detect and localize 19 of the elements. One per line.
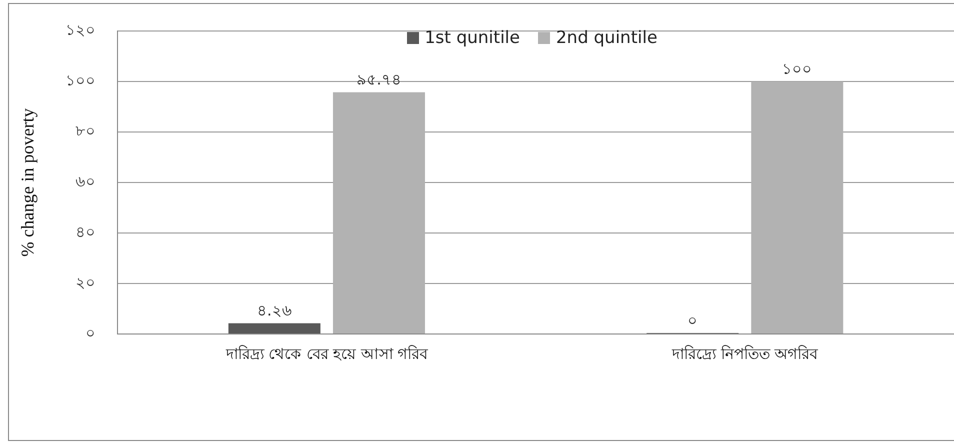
- bar: [332, 92, 425, 334]
- legend-label: 2nd quintile: [554, 28, 658, 48]
- bar: [751, 82, 844, 334]
- y-tick-label: ২০: [76, 273, 96, 292]
- y-axis-title: % change in poverty: [18, 108, 38, 257]
- x-tick-label: দারিদ্র্য থেকে বের হয়ে আসা গরিব: [224, 344, 429, 363]
- legend-label: 1st qunitile: [424, 28, 520, 48]
- bar: [228, 323, 320, 334]
- y-tick-label: ৪০: [76, 222, 96, 241]
- y-tick-label: ০: [86, 324, 96, 342]
- y-tick-label: ৮০: [76, 122, 96, 140]
- data-label: ০: [688, 311, 698, 330]
- x-tick-label: দারিদ্র্যে নিপতিত অগরিব: [671, 344, 819, 363]
- y-tick-label: ১০০: [66, 71, 96, 90]
- y-tick-label: ১২০: [66, 20, 96, 39]
- data-label: ৯৫.৭৪: [356, 70, 402, 89]
- y-tick-label: ৬০: [76, 172, 96, 190]
- data-label: ১০০: [782, 60, 812, 78]
- data-label: ৪.২৬: [257, 302, 292, 320]
